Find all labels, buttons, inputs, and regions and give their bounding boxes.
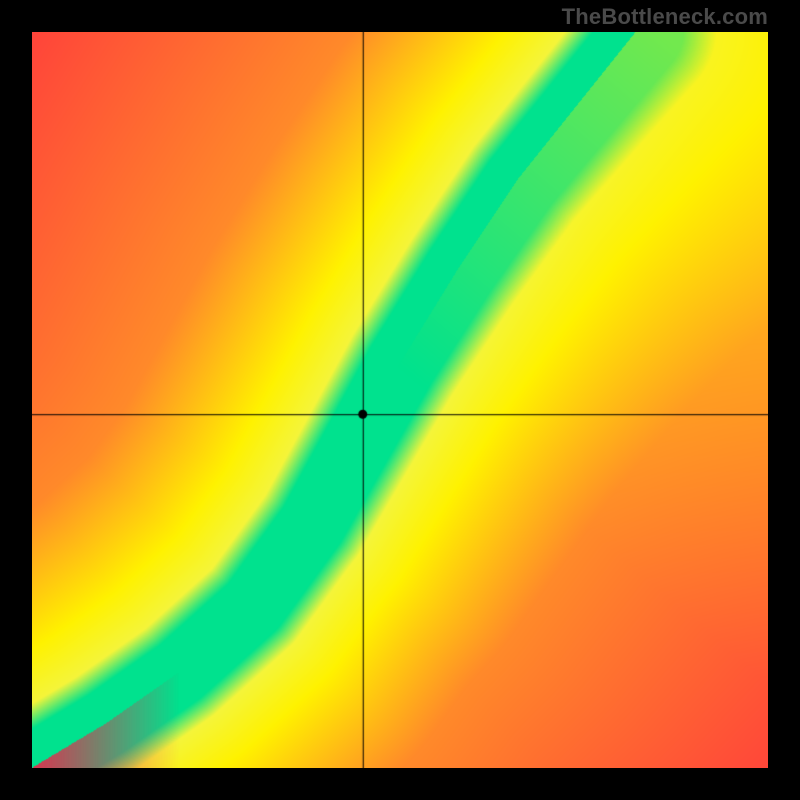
watermark-text: TheBottleneck.com [562,4,768,30]
heatmap-canvas [32,32,768,768]
plot-area [32,32,768,768]
